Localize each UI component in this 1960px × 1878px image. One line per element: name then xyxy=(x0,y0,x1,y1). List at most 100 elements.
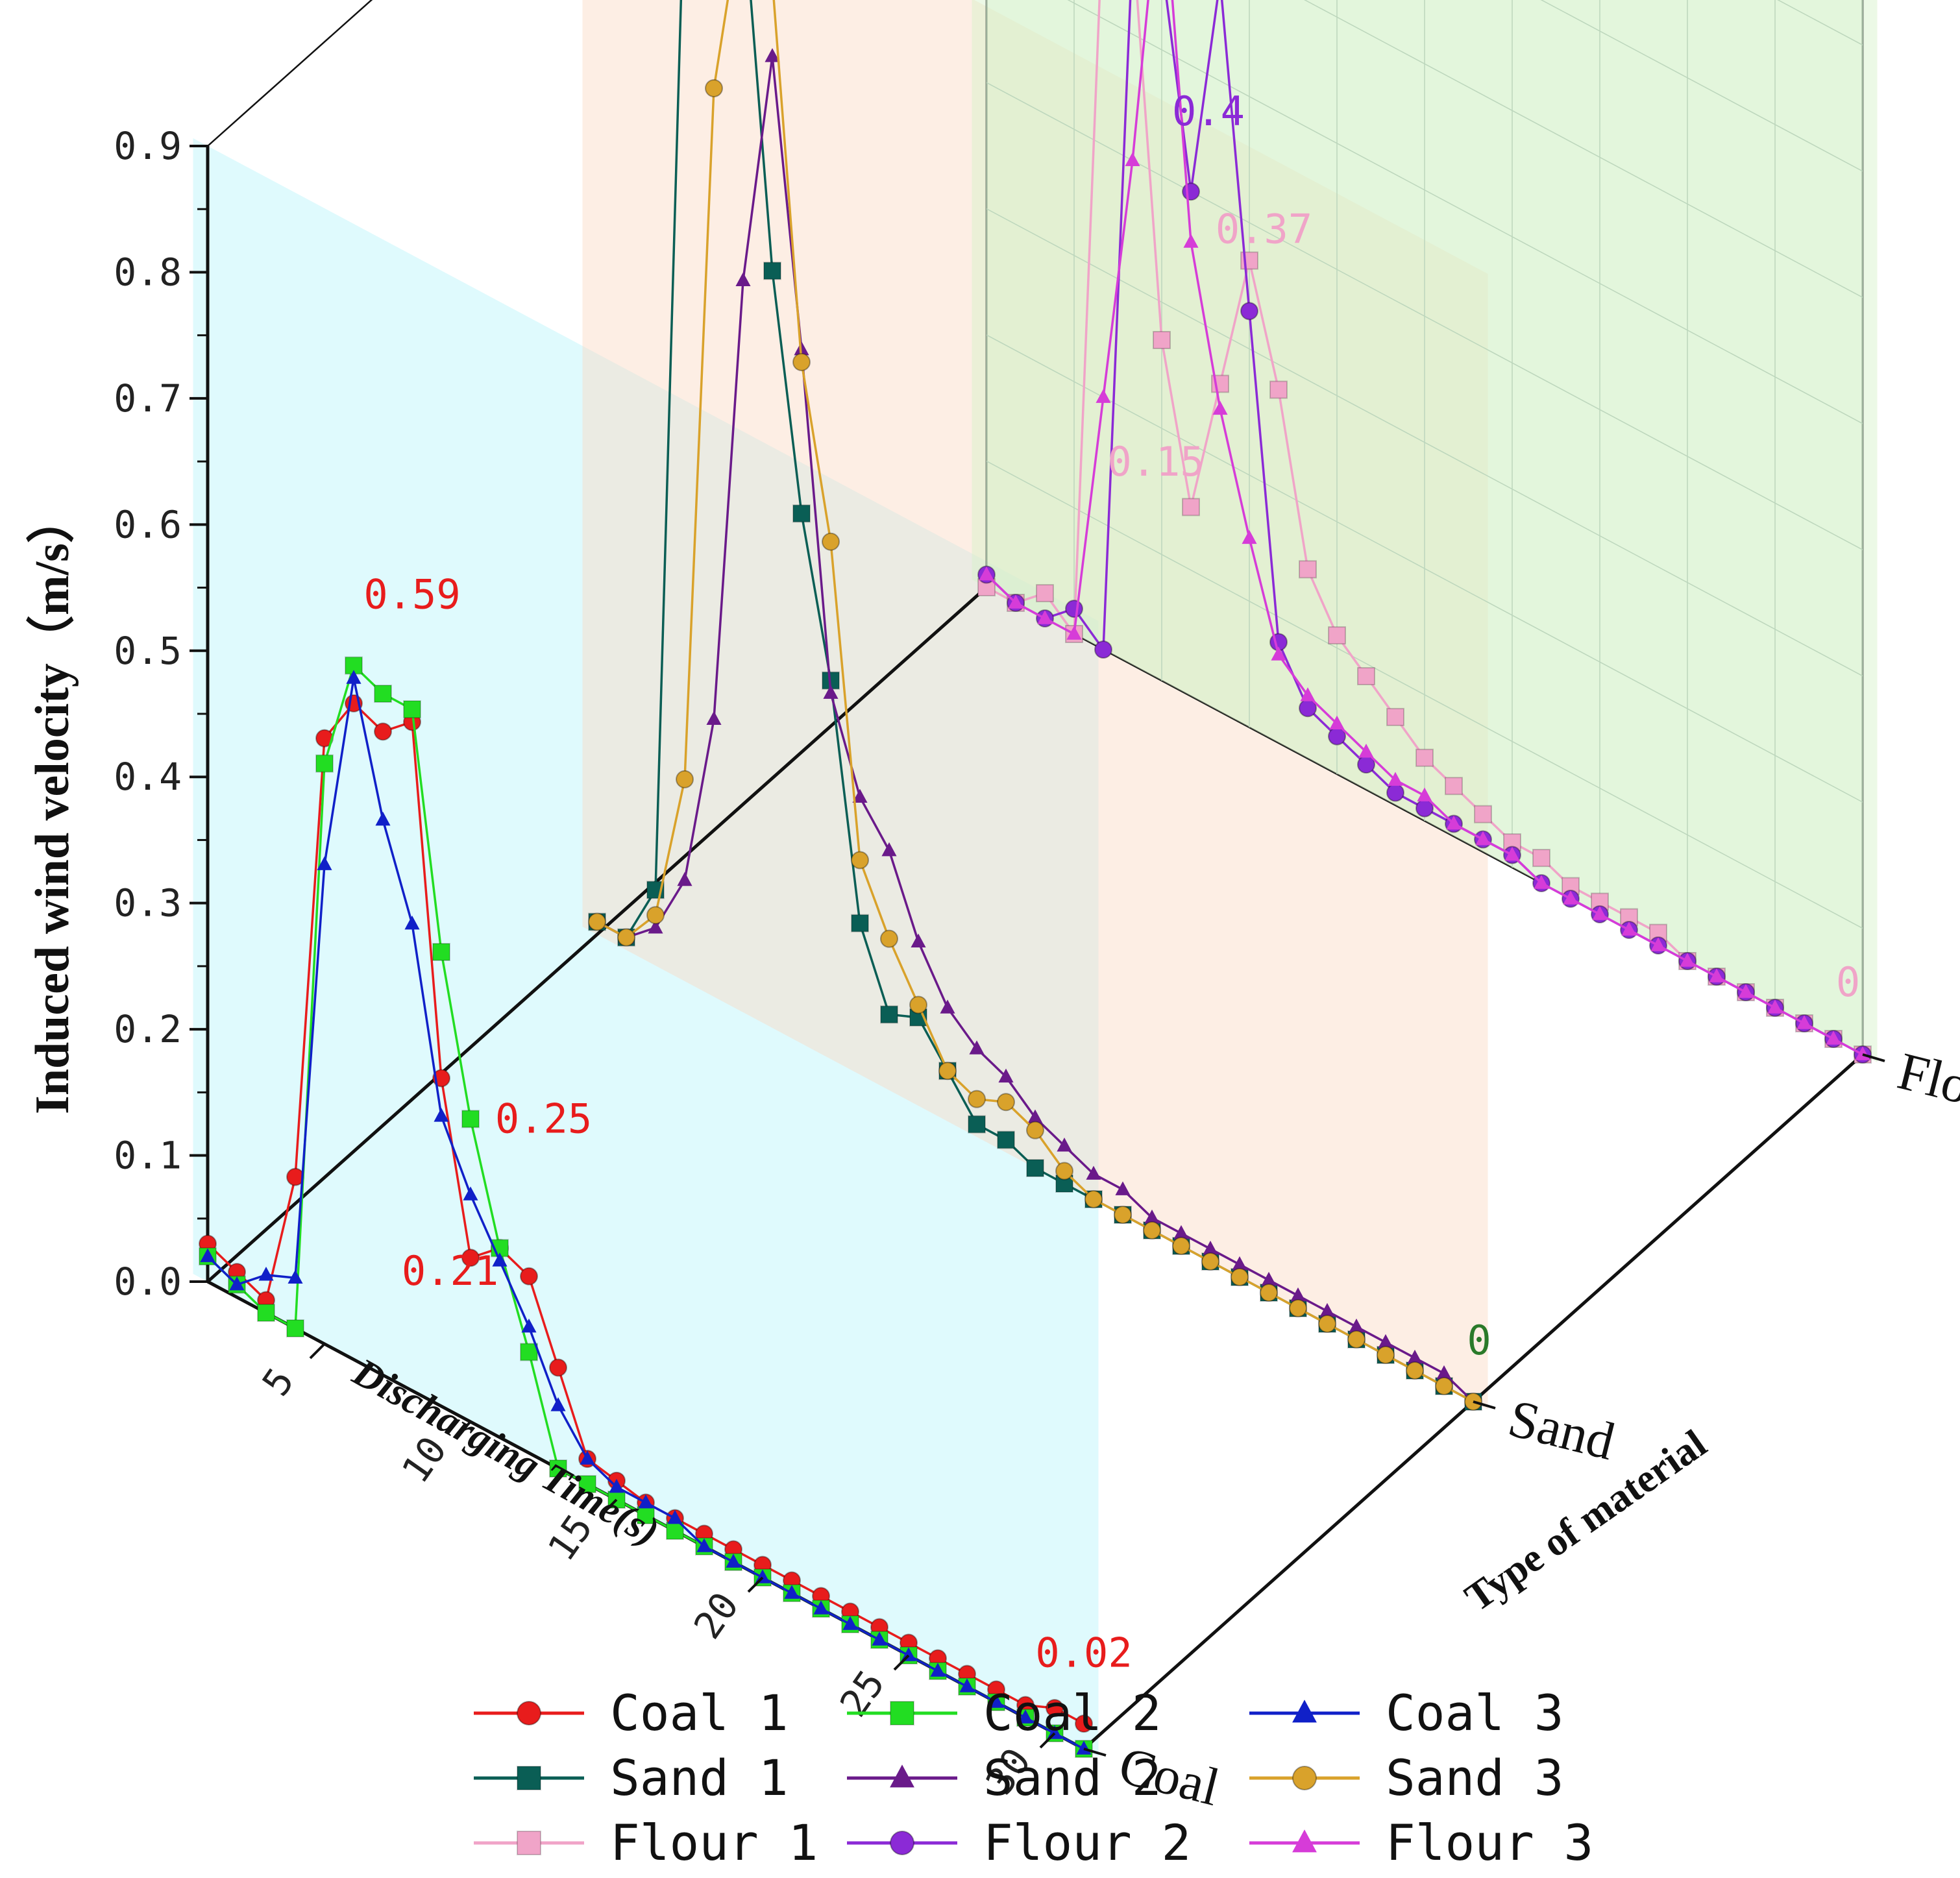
data-point xyxy=(1201,1252,1219,1271)
axis-line xyxy=(206,586,988,1283)
z-tick-label: 0.7 xyxy=(114,376,182,421)
data-point xyxy=(1086,1165,1101,1180)
data-point xyxy=(1055,1162,1073,1180)
data-point xyxy=(1680,953,1695,967)
category-label: Sand xyxy=(1503,1388,1621,1471)
x-tick-label: 5 xyxy=(254,1360,303,1404)
data-point xyxy=(706,711,722,726)
data-point xyxy=(880,929,898,948)
grid-line xyxy=(986,334,1863,803)
series-coal-3 xyxy=(200,670,1092,1755)
data-point xyxy=(1153,331,1171,349)
data-point xyxy=(1183,234,1199,248)
data-point xyxy=(434,1108,449,1122)
data-point xyxy=(1182,498,1200,517)
data-point xyxy=(1075,1714,1093,1733)
data-point xyxy=(1709,968,1724,982)
legend-label: Sand 2 xyxy=(983,1749,1162,1807)
legend-marker xyxy=(1292,1700,1317,1723)
z-tick-label: 0.6 xyxy=(114,502,182,546)
legend-marker xyxy=(517,1701,541,1726)
data-point xyxy=(374,722,392,741)
data-point xyxy=(1318,1315,1336,1333)
data-point xyxy=(851,914,869,933)
data-point xyxy=(1269,380,1288,399)
data-point xyxy=(1415,748,1434,767)
data-point xyxy=(1260,1284,1278,1302)
data-point xyxy=(1008,594,1023,609)
data-point xyxy=(822,532,840,551)
category-tick xyxy=(1083,1748,1107,1757)
data-point xyxy=(520,1267,538,1286)
data-point xyxy=(997,1093,1015,1112)
data-point xyxy=(1349,1318,1364,1333)
data-point xyxy=(1037,610,1053,624)
data-point xyxy=(609,1478,624,1493)
data-point xyxy=(1406,1361,1424,1380)
data-point xyxy=(588,912,606,931)
data-point xyxy=(346,670,361,684)
z-tick-label: 0.9 xyxy=(114,124,182,168)
data-point xyxy=(1094,640,1112,659)
data-point xyxy=(1299,560,1317,579)
x-tick xyxy=(309,1343,326,1360)
data-point xyxy=(1328,626,1346,645)
data-point xyxy=(940,999,955,1014)
data-point xyxy=(1738,984,1754,998)
data-point xyxy=(646,906,665,925)
data-point xyxy=(1026,1159,1044,1177)
data-point xyxy=(1329,715,1345,730)
category-label: Flour xyxy=(1893,1041,1960,1126)
data-point xyxy=(842,1616,858,1630)
legend-label: Flour 2 xyxy=(983,1814,1191,1872)
data-point xyxy=(911,933,926,948)
data-point xyxy=(549,1358,567,1377)
data-point xyxy=(676,770,694,788)
data-point xyxy=(1563,890,1578,905)
data-point xyxy=(1474,805,1492,823)
legend-entry: Coal 3 xyxy=(1249,1684,1564,1742)
data-point xyxy=(1289,1299,1307,1317)
x-tick-label: 25 xyxy=(831,1662,894,1724)
grid-line xyxy=(1540,0,1863,172)
data-point xyxy=(792,353,811,371)
data-point xyxy=(1240,302,1258,321)
data-point xyxy=(1388,772,1403,786)
data-point xyxy=(881,842,897,857)
z-tick-label: 0.0 xyxy=(114,1260,182,1304)
legend-label: Coal 1 xyxy=(610,1684,789,1742)
grid-lines xyxy=(986,0,1863,1055)
data-point xyxy=(1435,1377,1453,1395)
legend-entry: Sand 3 xyxy=(1249,1749,1564,1807)
data-point xyxy=(1084,1190,1103,1208)
data-point xyxy=(880,1005,898,1024)
data-point xyxy=(1300,687,1316,701)
data-point xyxy=(492,1252,508,1267)
plane-coal xyxy=(193,138,1099,1757)
legend-entry: Sand 2 xyxy=(847,1749,1162,1807)
data-label: 0.25 xyxy=(495,1095,592,1142)
data-point xyxy=(463,1186,478,1201)
data-point xyxy=(1046,1699,1064,1718)
data-point xyxy=(1212,400,1228,415)
data-point xyxy=(1592,906,1608,920)
data-point xyxy=(1182,182,1200,201)
data-point xyxy=(1066,626,1082,640)
z-tick-label: 0.2 xyxy=(114,1007,182,1051)
data-label: 0.15 xyxy=(1107,438,1204,485)
data-point xyxy=(1319,1302,1335,1317)
data-point xyxy=(998,1068,1014,1083)
legend-label: Coal 2 xyxy=(983,1684,1162,1742)
data-point xyxy=(997,1130,1015,1149)
data-point xyxy=(1650,937,1666,951)
grid-line xyxy=(986,460,1863,929)
data-point xyxy=(1036,584,1054,603)
data-point xyxy=(763,262,781,280)
data-point xyxy=(1290,1287,1306,1302)
x-tick xyxy=(601,1498,618,1515)
data-point xyxy=(617,928,635,947)
x-tick-label: 20 xyxy=(685,1584,748,1646)
data-point xyxy=(521,1318,537,1333)
legend-label: Sand 1 xyxy=(610,1749,789,1807)
